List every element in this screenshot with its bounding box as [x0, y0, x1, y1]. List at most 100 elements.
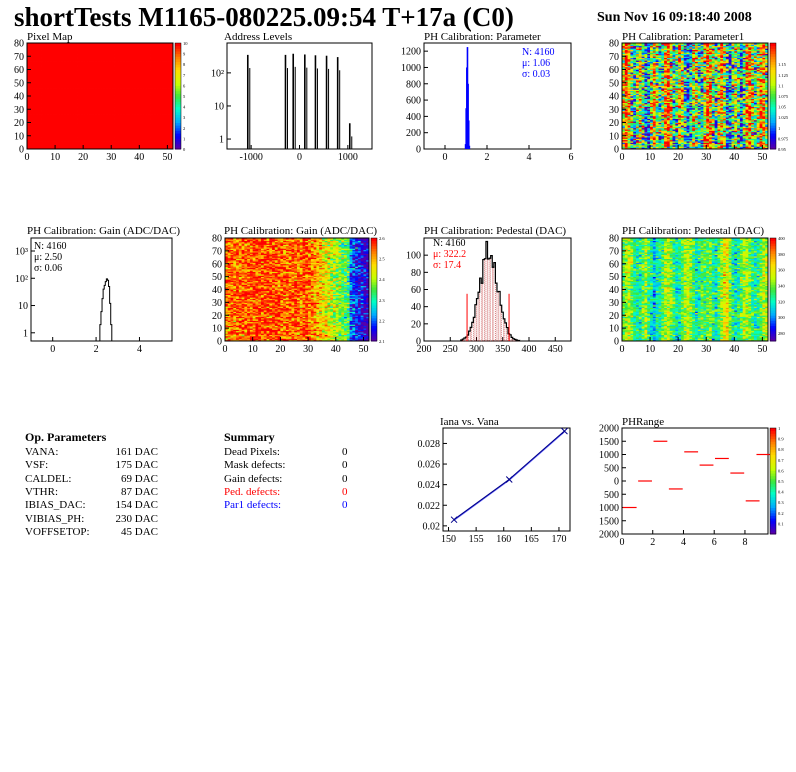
- heatmap-cell: [41, 64, 45, 66]
- heatmap-cell: [41, 61, 45, 64]
- heatmap-cell: [147, 146, 151, 149]
- heatmap-cell: [627, 53, 631, 56]
- heatmap-cell: [164, 62, 168, 65]
- heatmap-cell: [94, 48, 98, 51]
- heatmap-cell: [164, 114, 168, 117]
- heatmap-cell: [38, 54, 42, 57]
- heatmap-cell: [94, 80, 98, 82]
- heatmap-cell: [627, 121, 631, 123]
- heatmap-cell: [627, 93, 631, 96]
- heatmap-cell: [71, 103, 76, 106]
- x-tick-label: 6: [569, 152, 574, 163]
- heatmap-cell: [83, 103, 87, 106]
- heatmap-cell: [80, 125, 84, 127]
- heatmap-cell: [91, 58, 95, 61]
- heatmap-cell: [147, 66, 151, 69]
- heatmap-cell: [158, 143, 163, 146]
- heatmap-cell: [111, 130, 115, 133]
- heatmap-cell: [66, 53, 70, 56]
- heatmap-cell: [622, 80, 626, 82]
- heatmap-cell: [63, 90, 67, 93]
- heatmap-cell: [32, 56, 36, 58]
- heatmap-cell: [136, 92, 140, 94]
- heatmap-cell: [638, 74, 643, 77]
- heatmap-cell: [108, 118, 112, 121]
- heatmap-cell: [43, 57, 48, 60]
- heatmap-cell: [74, 101, 78, 104]
- heatmap-cell: [125, 101, 129, 104]
- heatmap-cell: [111, 69, 115, 72]
- heatmap-cell: [32, 138, 36, 141]
- heatmap-cell: [94, 90, 98, 93]
- palette-cell: [175, 53, 181, 57]
- heatmap-cell: [41, 80, 45, 82]
- heatmap-cell: [66, 94, 70, 97]
- heatmap-cell: [161, 139, 165, 142]
- heatmap-cell: [156, 114, 160, 117]
- heatmap-cell: [57, 84, 62, 86]
- heatmap-cell: [641, 133, 645, 135]
- heatmap-cell: [136, 81, 140, 84]
- heatmap-cell: [167, 70, 171, 73]
- heatmap-cell: [144, 137, 149, 139]
- heatmap-cell: [170, 84, 174, 86]
- heatmap-cell: [74, 139, 78, 142]
- heatmap-cell: [624, 89, 629, 92]
- heatmap-cell: [83, 99, 87, 102]
- heatmap-cell: [74, 137, 78, 139]
- heatmap-cell: [153, 142, 157, 145]
- heatmap-cell: [128, 113, 132, 115]
- heatmap-cell: [60, 45, 64, 48]
- heatmap-cell: [156, 60, 160, 62]
- heatmap-cell: [119, 143, 123, 146]
- heatmap-cell: [97, 103, 101, 106]
- heatmap-cell: [114, 130, 118, 133]
- heatmap-cell: [147, 111, 151, 114]
- heatmap-cell: [63, 114, 67, 117]
- heatmap-cell: [94, 76, 98, 78]
- heatmap-cell: [35, 97, 39, 100]
- heatmap-cell: [57, 54, 62, 57]
- heatmap-cell: [156, 66, 160, 69]
- heatmap-cell: [622, 89, 626, 92]
- heatmap-cell: [164, 90, 168, 93]
- heatmap-cell: [116, 60, 121, 62]
- heatmap-cell: [41, 105, 45, 107]
- heatmap-cell: [52, 64, 56, 66]
- heatmap-cell: [80, 85, 84, 88]
- heatmap-cell: [156, 48, 160, 51]
- heatmap-cell: [150, 50, 154, 53]
- heatmap-cell: [77, 122, 81, 125]
- heatmap-cell: [128, 61, 132, 64]
- heatmap-cell: [116, 135, 121, 138]
- heatmap-cell: [156, 86, 160, 89]
- heatmap-cell: [60, 117, 64, 119]
- heatmap-cell: [52, 57, 56, 60]
- heatmap-cell: [150, 122, 154, 125]
- heatmap-cell: [122, 122, 126, 125]
- heatmap-cell: [156, 122, 160, 125]
- heatmap-cell: [114, 54, 118, 57]
- heatmap-cell: [97, 101, 101, 104]
- heatmap-cell: [38, 81, 42, 84]
- heatmap-cell: [170, 134, 174, 137]
- heatmap-cell: [52, 93, 56, 96]
- heatmap-cell: [633, 119, 637, 122]
- heatmap-cell: [43, 127, 48, 130]
- heatmap-cell: [66, 89, 70, 92]
- heatmap-cell: [80, 58, 84, 61]
- heatmap-cell: [170, 65, 174, 68]
- heatmap-cell: [88, 69, 92, 72]
- heatmap-cell: [71, 60, 76, 62]
- heatmap-cell: [43, 49, 48, 52]
- heatmap-cell: [136, 54, 140, 57]
- heatmap-cell: [638, 129, 643, 131]
- heatmap-cell: [128, 106, 132, 109]
- heatmap-cell: [57, 90, 62, 93]
- heatmap-cell: [142, 119, 146, 122]
- stats-sigma: σ: 0.03: [522, 69, 550, 80]
- heatmap-cell: [633, 77, 637, 80]
- heatmap-cell: [641, 44, 645, 47]
- heatmap-cell: [624, 143, 629, 146]
